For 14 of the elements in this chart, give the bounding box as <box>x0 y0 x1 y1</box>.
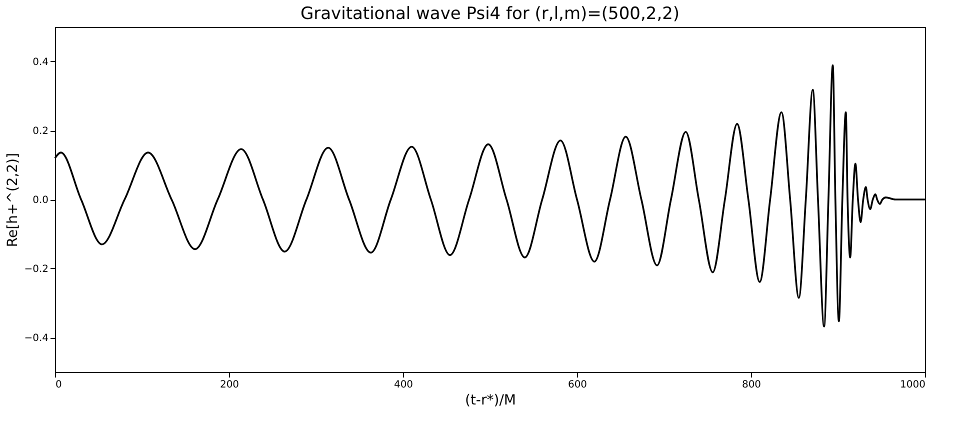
y-axis-title: Re[h+^(2,2)] <box>5 152 22 248</box>
x-tick-label: 1000 <box>900 380 926 390</box>
y-tick-label: −0.4 <box>24 333 48 344</box>
y-tick-label: 0.2 <box>32 126 48 137</box>
x-axis-title: (t-r*)/M <box>464 392 516 408</box>
x-tick-label: 600 <box>568 380 588 390</box>
chart-title: Gravitational wave Psi4 for (r,l,m)=(500,2,2) <box>300 4 680 24</box>
y-tick-label: 0.0 <box>32 195 48 206</box>
x-tick-label: 400 <box>394 380 414 390</box>
x-tick-label: 200 <box>220 380 240 390</box>
y-tick-label: 0.4 <box>32 57 48 68</box>
x-tick-label: 0 <box>56 380 62 390</box>
y-tick-label: −0.2 <box>24 264 48 275</box>
x-tick-label: 800 <box>742 380 762 390</box>
